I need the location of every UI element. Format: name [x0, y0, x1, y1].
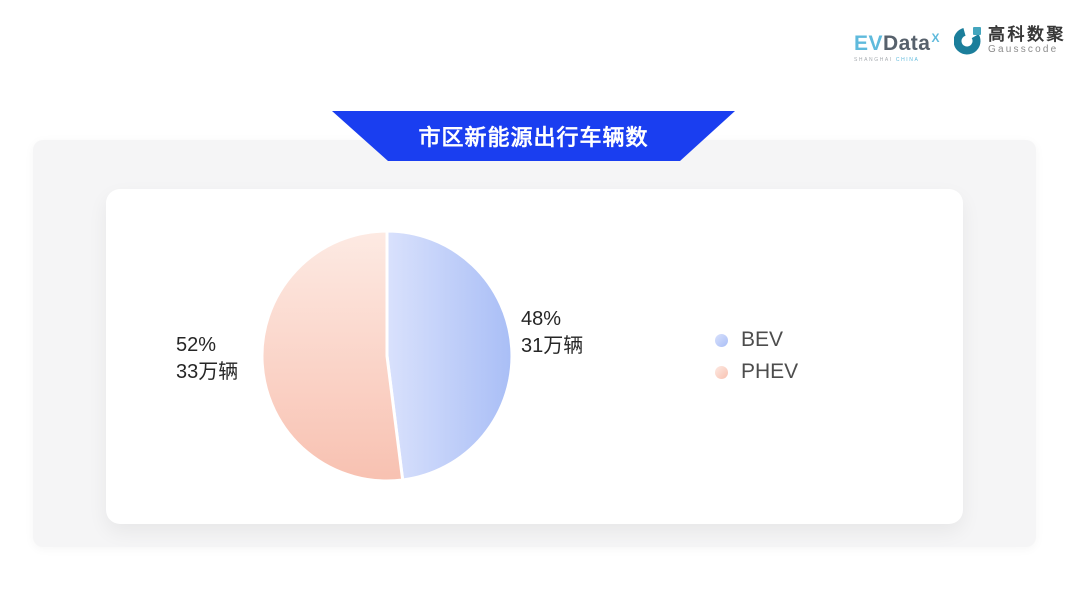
pie-chart — [260, 229, 514, 483]
gausscode-en-text: Gausscode — [988, 43, 1059, 55]
chart-panel: 48% 31万辆 52% 33万辆 BEV PHEV — [33, 140, 1036, 547]
gausscode-wordmark: 高科数聚 Gausscode — [988, 25, 1066, 56]
gausscode-g-icon — [954, 27, 981, 55]
legend-dot-bev — [715, 333, 728, 347]
pie-slice-phev[interactable] — [260, 229, 405, 483]
legend-dot-phev — [715, 365, 728, 379]
evdata-x-mark: X — [931, 31, 940, 45]
gausscode-cn-text: 高科数聚 — [988, 24, 1066, 44]
page-title: 市区新能源出行车辆数 — [418, 125, 649, 150]
evdata-data-text: Data — [882, 32, 931, 55]
evdata-subtext-shanghai: SHANGHAI — [853, 57, 893, 63]
evdata-wordmark: EVDataX — [854, 28, 940, 54]
pie-label-bev: 48% 31万辆 — [521, 306, 583, 360]
chart-card: 48% 31万辆 52% 33万辆 BEV PHEV — [106, 189, 963, 524]
legend-item-phev[interactable]: PHEV — [715, 360, 798, 384]
pie-slice-bev[interactable] — [385, 229, 514, 482]
section-banner: 市区新能源出行车辆数 — [332, 111, 735, 161]
header-logos: EVDataX SHANGHAI CHINA 高科数聚 Gausscode — [854, 24, 1066, 64]
phev-value-label: 33万辆 — [176, 361, 239, 383]
evdata-ev-text: EV — [853, 32, 883, 55]
phev-percent-label: 52% — [176, 334, 217, 356]
pie-label-phev: 52% 33万辆 — [176, 332, 238, 386]
gausscode-logo: 高科数聚 Gausscode — [954, 24, 1066, 56]
legend-item-bev[interactable]: BEV — [715, 328, 798, 352]
bev-percent-label: 48% — [521, 308, 562, 330]
legend-label-bev: BEV — [741, 328, 784, 351]
evdata-subtext-china: CHINA — [895, 57, 920, 63]
evdata-logo: EVDataX SHANGHAI CHINA — [854, 28, 940, 63]
legend-label-phev: PHEV — [741, 360, 799, 383]
bev-value-label: 31万辆 — [521, 335, 584, 357]
chart-legend: BEV PHEV — [715, 328, 798, 384]
evdata-subtext: SHANGHAI CHINA — [854, 57, 940, 63]
